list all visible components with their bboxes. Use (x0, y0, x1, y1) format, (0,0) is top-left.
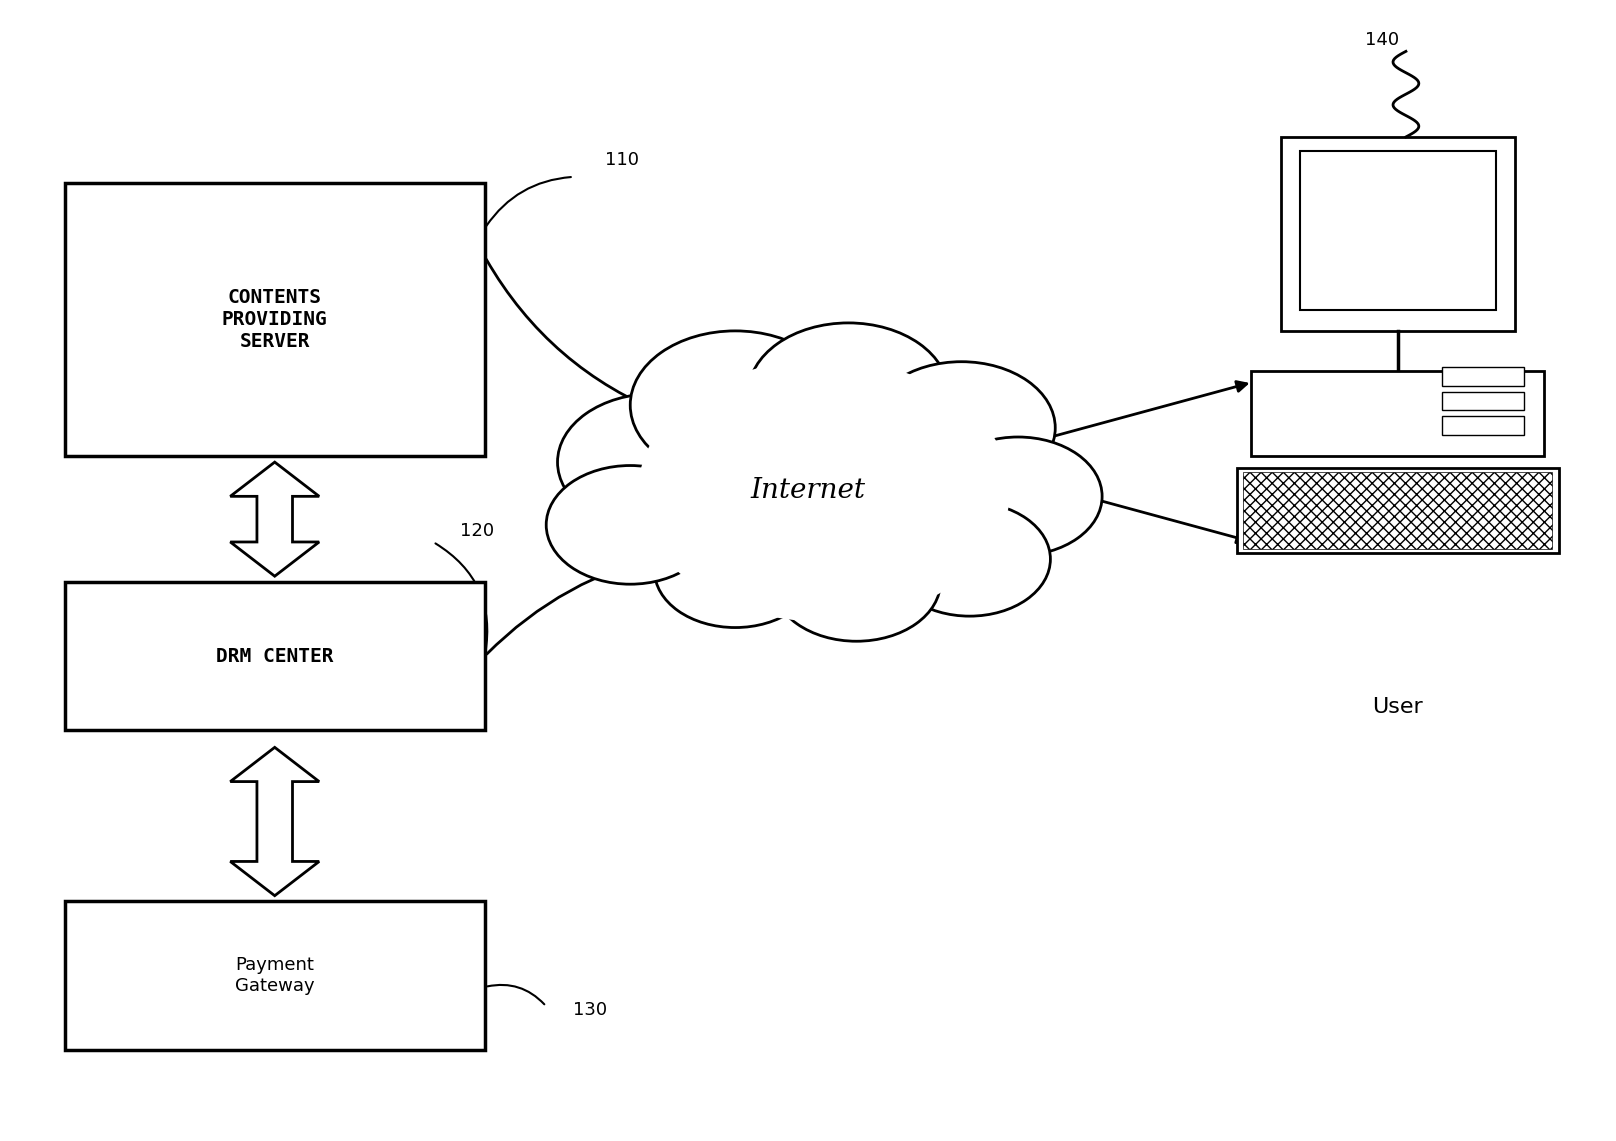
FancyBboxPatch shape (1236, 468, 1559, 553)
Circle shape (630, 331, 840, 479)
Circle shape (558, 394, 751, 531)
FancyArrowPatch shape (1046, 486, 1246, 543)
Polygon shape (231, 747, 320, 896)
Circle shape (772, 523, 941, 641)
FancyBboxPatch shape (1441, 391, 1524, 411)
FancyArrowPatch shape (486, 555, 667, 654)
FancyBboxPatch shape (1299, 151, 1496, 310)
Circle shape (868, 362, 1055, 494)
Text: 140: 140 (1364, 31, 1399, 49)
FancyArrowPatch shape (435, 543, 488, 654)
FancyArrowPatch shape (488, 985, 545, 1004)
Text: Internet: Internet (750, 477, 866, 504)
FancyBboxPatch shape (1281, 137, 1516, 331)
FancyBboxPatch shape (65, 901, 485, 1050)
Text: CONTENTS
PROVIDING
SERVER: CONTENTS PROVIDING SERVER (221, 288, 328, 351)
Text: 110: 110 (604, 151, 640, 169)
Text: User: User (1372, 697, 1424, 718)
Circle shape (638, 359, 1010, 622)
FancyBboxPatch shape (1251, 371, 1545, 456)
Text: Payment
Gateway: Payment Gateway (234, 956, 315, 995)
FancyBboxPatch shape (1441, 416, 1524, 435)
Polygon shape (231, 462, 320, 576)
FancyArrowPatch shape (486, 177, 570, 226)
FancyBboxPatch shape (65, 582, 485, 730)
FancyBboxPatch shape (65, 183, 485, 456)
Text: 120: 120 (459, 521, 494, 540)
Text: DRM CENTER: DRM CENTER (217, 647, 333, 665)
Circle shape (748, 323, 949, 464)
Circle shape (934, 437, 1102, 556)
Circle shape (546, 466, 714, 584)
FancyArrowPatch shape (1046, 381, 1246, 438)
Circle shape (654, 513, 816, 628)
Circle shape (889, 502, 1050, 616)
FancyBboxPatch shape (1441, 367, 1524, 386)
Text: 130: 130 (572, 1001, 608, 1019)
FancyArrowPatch shape (486, 259, 667, 415)
